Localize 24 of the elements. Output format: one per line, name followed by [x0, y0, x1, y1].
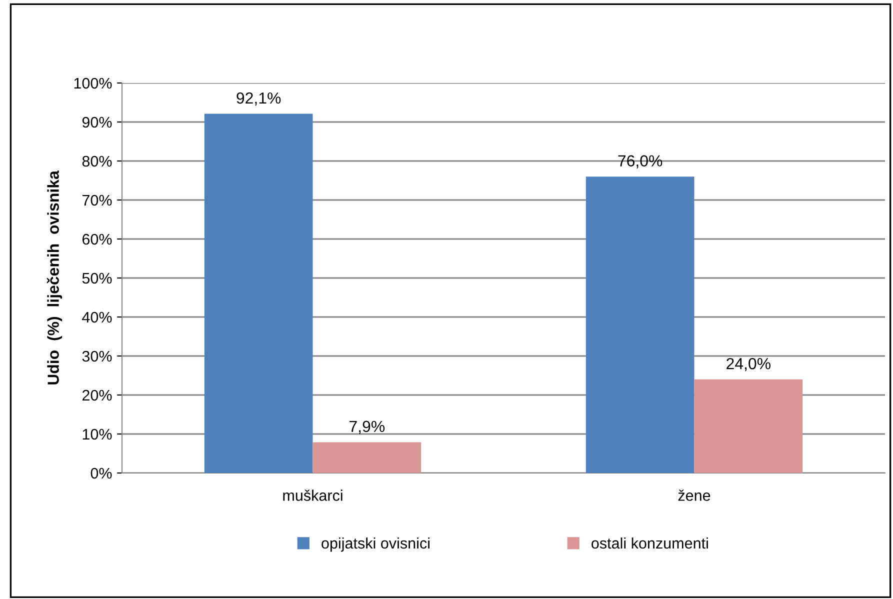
y-tick-label: 90% — [82, 116, 112, 128]
x-tick-label: žene — [678, 490, 710, 501]
data-label: 24,0% — [726, 358, 770, 372]
bar — [586, 176, 694, 473]
legend-label: ostali konzumenti — [592, 537, 708, 549]
y-tick-label: 10% — [82, 428, 112, 440]
legend-label: opijatski ovisnici — [322, 537, 430, 552]
data-label: 7,9% — [350, 420, 385, 434]
y-tick-label: 60% — [82, 234, 112, 245]
bar — [312, 442, 422, 473]
y-tick-label: 0% — [90, 468, 112, 479]
y-tick-label: 80% — [82, 156, 112, 167]
bar — [204, 114, 313, 473]
bar — [694, 379, 803, 473]
y-tick-label: 100% — [74, 78, 112, 89]
y-tick-label: 40% — [82, 312, 112, 323]
y-tick-label: 30% — [82, 350, 112, 362]
data-label: 92,1% — [236, 92, 281, 106]
y-axis-title: Udio (%) liječenih ovisnika — [46, 170, 62, 384]
y-tick-label: 50% — [82, 272, 112, 284]
y-tick-label: 20% — [82, 390, 112, 401]
data-label: 76,0% — [618, 155, 662, 168]
x-tick-label: muškarci — [283, 490, 342, 501]
y-tick-label: 70% — [82, 194, 112, 206]
